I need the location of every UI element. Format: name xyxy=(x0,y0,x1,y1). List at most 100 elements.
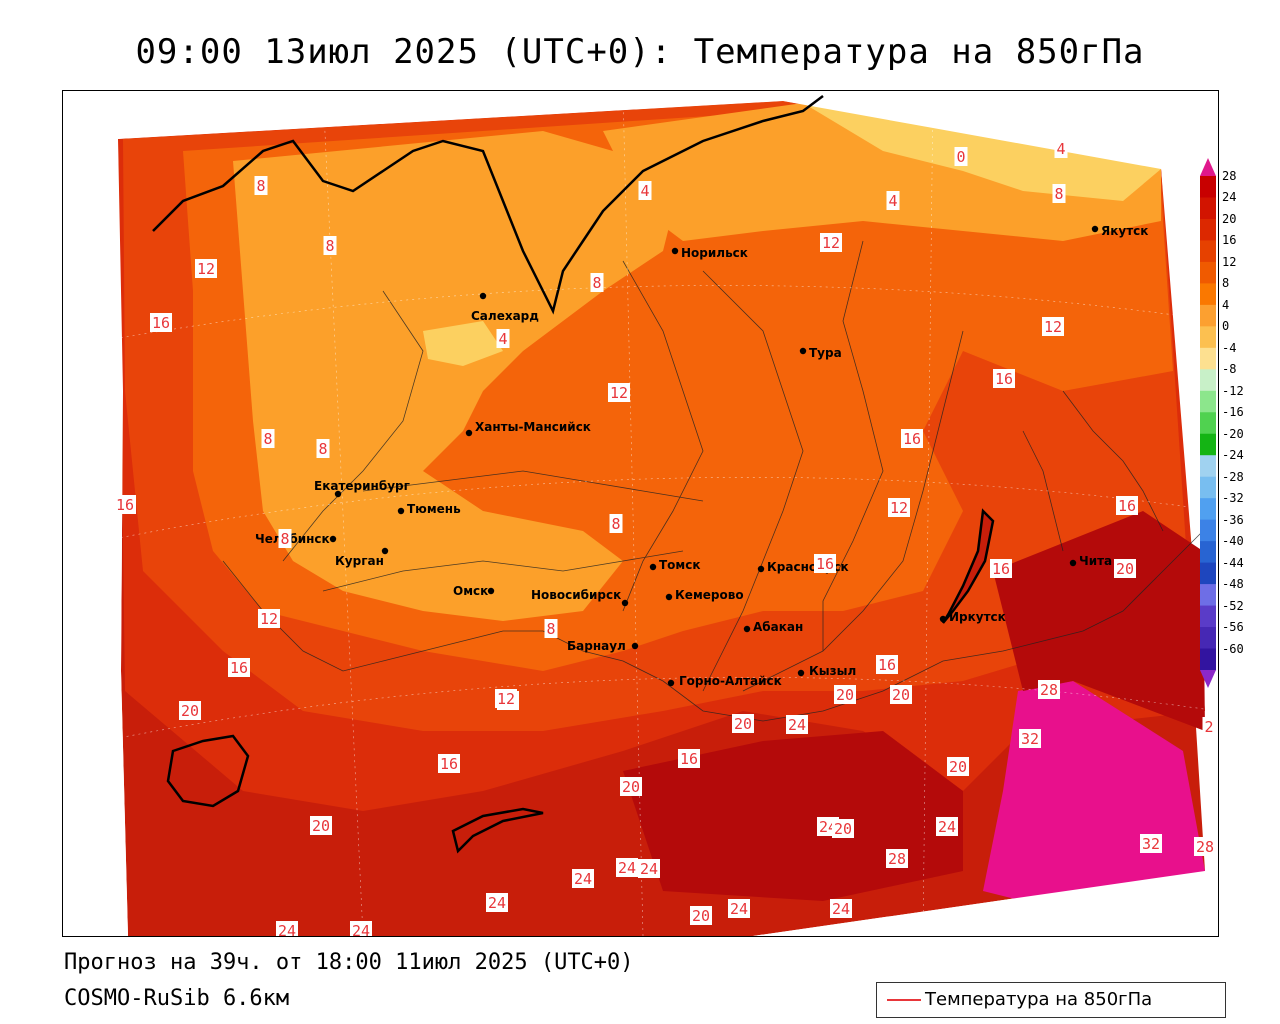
isotherm-label-bg xyxy=(486,893,508,912)
colorbar-top-arrow xyxy=(1200,158,1216,176)
isotherm-label: 12 xyxy=(1042,317,1064,336)
isotherm-label: 12 xyxy=(820,233,842,252)
isotherm-value: 16 xyxy=(152,314,170,332)
isotherm-label: 12 xyxy=(888,498,910,517)
isotherm-value: 12 xyxy=(1044,318,1062,336)
colorbar-tick-label: -52 xyxy=(1222,598,1244,613)
isotherm-label: 28 xyxy=(1038,680,1060,699)
city-dot xyxy=(671,247,679,255)
isotherm-value: 24 xyxy=(278,922,296,936)
colorbar-tick-label: -24 xyxy=(1222,448,1244,463)
isotherm-label: 24 xyxy=(572,869,594,888)
isotherm-label-bg xyxy=(888,498,910,517)
isotherm-value: 20 xyxy=(622,778,640,796)
isotherm-label: 24 xyxy=(728,899,750,918)
colorbar-segment xyxy=(1200,476,1216,499)
isotherm-label-bg xyxy=(261,429,275,448)
city-dot xyxy=(397,507,405,515)
isotherm-label: 24 xyxy=(276,921,298,936)
isotherm-label-bg xyxy=(876,655,898,674)
isotherm-label-bg xyxy=(438,754,460,773)
colorbar-tick-label: -56 xyxy=(1222,620,1244,635)
city-dot xyxy=(743,625,751,633)
isotherm-value: 12 xyxy=(197,260,215,278)
city-marker: Тюмень xyxy=(397,502,461,516)
isotherm-label: 24 xyxy=(786,715,808,734)
isotherm-value: 24 xyxy=(488,894,506,912)
isotherm-labels-layer: 8 12 16 8 8 4 4 8 8 12 4 0 4 8 12 16 12 16 12 16 8 8 12 16 16 20 1… xyxy=(114,139,1216,936)
isotherm-value: 20 xyxy=(834,820,852,838)
colorbar-segment xyxy=(1200,390,1216,413)
isotherm-label: 16 xyxy=(1116,496,1138,515)
isotherm-label-bg xyxy=(1202,717,1216,736)
city-dot xyxy=(939,615,947,623)
isotherm-label: 4 xyxy=(496,329,510,348)
isotherm-label-bg xyxy=(150,313,172,332)
isotherm-label: 16 xyxy=(114,495,136,514)
isotherm-value: 16 xyxy=(992,560,1010,578)
isotherm-label-bg xyxy=(832,819,854,838)
city-marker: Барнаул xyxy=(567,639,639,653)
isotherm-label: 24 xyxy=(830,899,852,918)
isotherm-label-bg xyxy=(608,383,630,402)
isotherm-label: 8 xyxy=(590,273,604,292)
isotherm-value: 16 xyxy=(116,496,134,514)
isotherm-label: 20 xyxy=(732,714,754,733)
city-marker: Томск xyxy=(649,558,701,572)
city-marker: Норильск xyxy=(671,246,748,260)
isotherm-label-bg xyxy=(495,689,517,708)
colorbar-tick-label: 4 xyxy=(1222,297,1230,312)
colorbar-segment xyxy=(1200,627,1216,650)
isotherm-value: 16 xyxy=(680,750,698,768)
colorbar-tick-label: 16 xyxy=(1222,233,1237,248)
isotherm-label: 16 xyxy=(228,658,250,677)
city-dot xyxy=(757,565,765,573)
colorbar-tick-label: -20 xyxy=(1222,426,1244,441)
isotherm-label: 24 xyxy=(486,893,508,912)
city-label: Омск xyxy=(453,584,488,598)
city-label: Норильск xyxy=(681,246,748,260)
isotherm-label-bg xyxy=(690,906,712,925)
city-marker: Тура xyxy=(799,346,842,360)
city-dot xyxy=(621,599,629,607)
isotherm-label: 8 xyxy=(323,236,337,255)
isotherm-label: 8 xyxy=(609,514,623,533)
city-dot xyxy=(479,292,487,300)
city-label: Иркутск xyxy=(949,610,1006,624)
city-label: Барнаул xyxy=(567,639,626,653)
colorbar-tick-label: -32 xyxy=(1222,491,1244,506)
colorbar-segment xyxy=(1200,433,1216,456)
isotherm-label: 8 xyxy=(544,619,558,638)
isotherm-label-bg xyxy=(886,849,908,868)
isotherm-label: 12 xyxy=(495,689,517,708)
temperature-map: Салехард Норильск Тура Якутск Ханты-Мансийск… xyxy=(63,91,1218,936)
isotherm-value: 12 xyxy=(497,690,515,708)
isotherm-label-bg xyxy=(728,899,750,918)
isotherm-value: 28 xyxy=(888,850,906,868)
city-label: Новосибирск xyxy=(531,588,621,602)
isotherm-value: 20 xyxy=(181,702,199,720)
city-dot xyxy=(649,563,657,571)
colorbar-segment xyxy=(1200,283,1216,306)
colorbar-segment xyxy=(1200,498,1216,521)
colorbar-segment xyxy=(1200,176,1216,198)
outside-nw xyxy=(63,91,783,143)
isotherm-label-bg xyxy=(114,495,136,514)
isotherm-value: 24 xyxy=(788,716,806,734)
isotherm-label-bg xyxy=(228,658,250,677)
zone-8-west xyxy=(233,131,683,621)
isotherm-label: 24 xyxy=(616,858,638,877)
isotherm-label: 4 xyxy=(1054,139,1068,158)
isotherm-label: 8 xyxy=(261,429,275,448)
lake-balkhash xyxy=(451,807,544,854)
isotherm-value: 24 xyxy=(832,900,850,918)
city-label: Кызыл xyxy=(809,664,856,678)
isotherm-value: 20 xyxy=(312,817,330,835)
isotherm-label: 20 xyxy=(947,757,969,776)
isotherm-value: 12 xyxy=(822,234,840,252)
city-marker: Салехард xyxy=(471,292,539,323)
colorbar-segment xyxy=(1200,261,1216,284)
city-dot xyxy=(797,669,805,677)
isotherm-value: 24 xyxy=(938,818,956,836)
isotherm-label: 20 xyxy=(834,685,856,704)
